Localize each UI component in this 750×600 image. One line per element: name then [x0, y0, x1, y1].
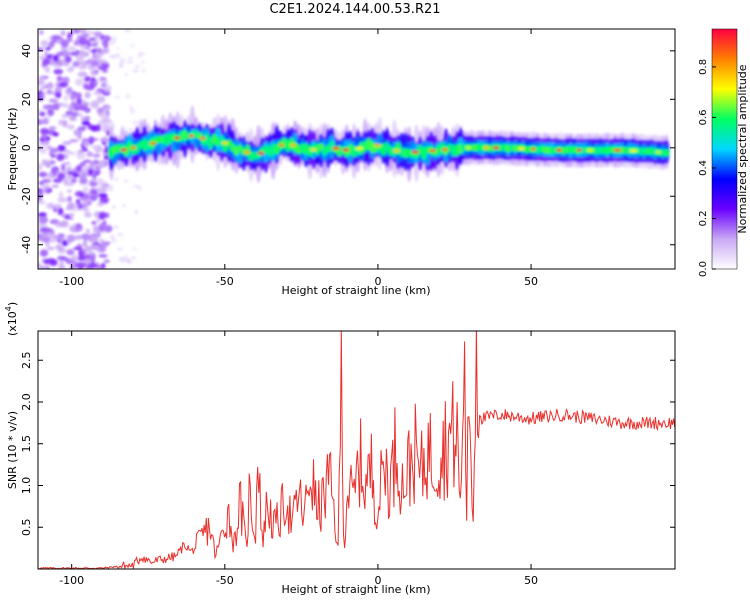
spectrogram-ridge: [108, 105, 670, 184]
colorbar-tick-label: 0.0: [698, 261, 709, 277]
chart-title: C2E1.2024.144.00.53.R21: [269, 2, 441, 17]
snr-panel: -100 -50 0 50 0.5 1.0 1.5 2.0 2.5 Height of str…: [4, 302, 676, 596]
colorbar-tick-label: 0.4: [698, 160, 709, 176]
spectrogram-y-ticks: -40 -20 0 20 40: [20, 44, 675, 254]
snr-y-tick-label: 2.0: [20, 393, 33, 411]
snr-y-exponent-power: 4: [4, 306, 13, 311]
snr-series-line: [38, 331, 675, 569]
snr-y-ticks: 0.5 1.0 1.5 2.0 2.5: [20, 351, 675, 536]
spectrogram-x-tick-label: -50: [216, 275, 234, 288]
spectrogram-noise: [38, 29, 147, 269]
spectrogram-y-label: Frequency (Hz): [6, 108, 19, 191]
spectrogram-y-tick-label: -40: [20, 236, 33, 254]
svg-text:(x104): (x104): [4, 302, 19, 336]
spectrogram-y-tick-label: 40: [20, 44, 33, 58]
snr-x-ticks: -100 -50 0 50: [59, 331, 538, 587]
snr-y-tick-label: 1.0: [20, 477, 33, 495]
colorbar-tick-label: 0.6: [698, 109, 709, 125]
colorbar-ticks: 0.0 0.2 0.4 0.6 0.8: [698, 59, 716, 277]
spectrogram-heatmap: [38, 29, 670, 269]
snr-x-label: Height of straight line (km): [281, 583, 430, 596]
snr-y-tick-label: 1.5: [20, 435, 33, 453]
colorbar-label: Normalized spectral amplitude: [736, 64, 749, 233]
spectrogram-x-ticks: -100 -50 0 50: [59, 29, 538, 288]
spectrogram-y-tick-label: 0: [20, 144, 33, 151]
spectrogram-x-label: Height of straight line (km): [281, 284, 430, 297]
colorbar-tick-label: 0.8: [698, 59, 709, 75]
spectrogram-x-tick-label: 0: [374, 275, 381, 288]
spectrogram-x-tick-label: -100: [59, 275, 84, 288]
spectrogram-panel: -100 -50 0 50 -40 -20 0 20 40 Height of straigh…: [6, 28, 676, 297]
snr-x-tick-label: -100: [59, 574, 84, 587]
snr-x-tick-label: -50: [216, 574, 234, 587]
colorbar-tick-label: 0.2: [698, 211, 709, 227]
spectrogram-frame: [37, 28, 676, 270]
snr-y-exponent-close: ): [6, 302, 19, 306]
colorbar-gradient: [711, 28, 738, 270]
snr-y-exponent: (x104): [4, 302, 19, 336]
snr-y-exponent-base: (x10: [6, 311, 19, 336]
snr-y-tick-label: 2.5: [20, 351, 33, 369]
colorbar: 0.0 0.2 0.4 0.6 0.8 Normalized spectral ampl…: [698, 28, 749, 277]
snr-x-tick-label: 0: [374, 574, 381, 587]
snr-y-label: SNR (10 * v/v): [6, 411, 19, 489]
spectrogram-y-tick-label: -20: [20, 187, 33, 205]
snr-x-tick-label: 50: [524, 574, 538, 587]
spectrogram-y-tick-label: 20: [20, 92, 33, 106]
snr-frame: [37, 330, 676, 570]
snr-y-tick-label: 0.5: [20, 518, 33, 536]
spectrogram-x-tick-label: 50: [524, 275, 538, 288]
